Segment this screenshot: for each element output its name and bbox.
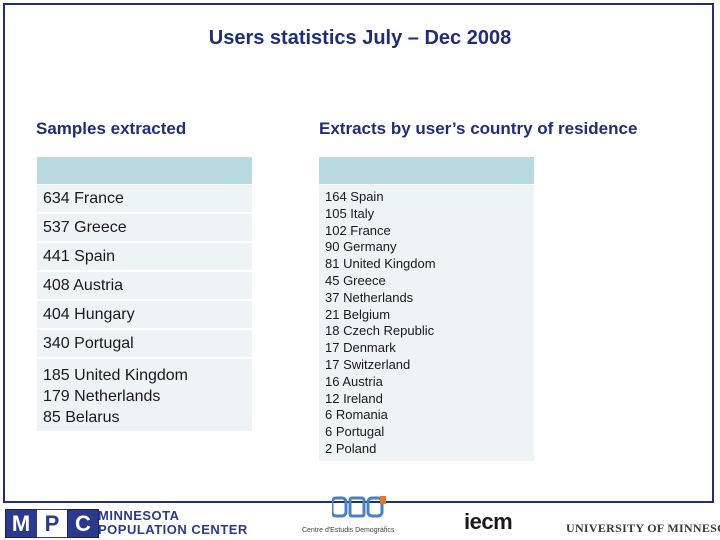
extracts-list-item: 6 Romania (325, 407, 388, 423)
extracts-list-item: 102 France (325, 222, 391, 238)
extracts-list-item: 12 Ireland (325, 390, 383, 406)
extracts-list-item: 21 Belgium (325, 306, 391, 322)
samples-table-row: 340 Portugal (37, 330, 252, 359)
samples-table-row: 408 Austria (37, 272, 252, 301)
mpc-line2: POPULATION CENTER (98, 522, 248, 537)
extracts-heading: Extracts by user’s country of residence (319, 119, 638, 138)
mpc-logo-m: M (5, 509, 37, 538)
samples-table-row: 537 Greece (37, 214, 252, 243)
samples-table-row: 634 France (37, 185, 252, 214)
extracts-list-item: 164 Spain (325, 189, 384, 204)
extracts-list-item: 6 Portugal (325, 424, 385, 440)
samples-row-text: 404 Hungary (43, 306, 135, 323)
slide-frame (3, 3, 714, 503)
samples-row-text: 537 Greece (43, 219, 127, 236)
mpc-logo-text: MINNESOTA POPULATION CENTER (98, 509, 248, 537)
samples-row-text: 179 Netherlands (43, 388, 161, 405)
samples-table: 634 France 537 Greece 441 Spain 408 Austria… (37, 185, 252, 433)
extracts-list-item: 90 Germany (325, 239, 397, 255)
extracts-table: 164 Spain 105 Italy 102 France 90 Germany 81… (319, 185, 534, 461)
extracts-list-item: 2 Poland (325, 440, 377, 456)
samples-row-text: 340 Portugal (43, 335, 134, 352)
samples-table-row: 404 Hungary (37, 301, 252, 330)
mpc-logo-c: C (67, 509, 99, 538)
samples-row-text: 634 France (43, 190, 124, 207)
samples-row-text: 441 Spain (43, 248, 116, 265)
page-title: Users statistics July – Dec 2008 (208, 27, 512, 49)
extracts-list-item: 18 Czech Republic (325, 323, 435, 339)
samples-row-text: 185 United Kingdom (43, 367, 188, 384)
ced-logo-icon (332, 496, 386, 518)
extracts-list-item: 45 Greece (325, 272, 386, 288)
mpc-line1: MINNESOTA (98, 508, 180, 523)
samples-row-text: 85 Belarus (43, 409, 120, 426)
extracts-list-item: 17 Switzerland (325, 356, 411, 372)
extracts-list-item: 105 Italy (325, 205, 375, 221)
samples-table-row: 441 Spain (37, 243, 252, 272)
mpc-logo-p: P (36, 509, 68, 538)
samples-table-row: 185 United Kingdom 179 Netherlands 85 Bela… (37, 359, 252, 433)
samples-row-text: 408 Austria (43, 277, 124, 294)
extracts-list-item: 37 Netherlands (325, 289, 414, 305)
ced-logo-text: Centre d'Estudis Demogràfics (302, 527, 395, 534)
extracts-table-header (319, 157, 534, 184)
extracts-list-item: 17 Denmark (325, 340, 396, 356)
samples-heading: Samples extracted (36, 119, 187, 138)
umn-logo: UNIVERSITY OF MINNESOTA (566, 521, 720, 535)
extracts-list-item: 81 United Kingdom (325, 256, 436, 272)
samples-table-header (37, 157, 252, 184)
extracts-list-item: 16 Austria (325, 373, 383, 389)
iecm-logo: iecm (464, 509, 513, 534)
